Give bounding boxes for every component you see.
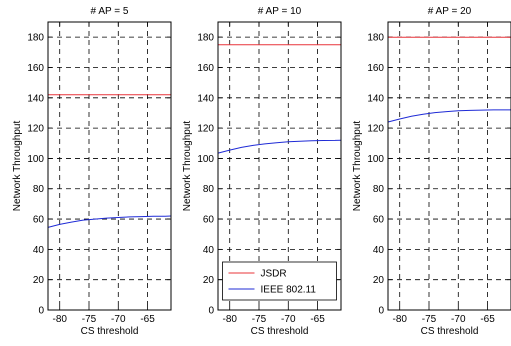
x-tick-label: -65 (480, 314, 495, 325)
y-tick-label: 0 (38, 306, 44, 317)
x-tick-label: -65 (140, 314, 155, 325)
y-axis-label: Network Throughput (182, 121, 193, 212)
x-axis-label: CS threshold (251, 326, 309, 337)
axes-frame (217, 21, 342, 311)
y-tick-label: 120 (197, 124, 214, 135)
subplot-title: # AP = 20 (428, 6, 472, 17)
y-tick-label: 0 (378, 306, 384, 317)
axes-frame (47, 21, 172, 311)
y-tick-label: 120 (27, 124, 44, 135)
y-tick-label: 100 (27, 154, 44, 165)
y-tick-label: 160 (367, 63, 384, 74)
y-tick-label: 160 (27, 63, 44, 74)
legend-label-ieee-802-11: IEEE 802.11 (261, 285, 317, 296)
y-tick-label: 100 (367, 154, 384, 165)
y-axis-label: Network Throughput (12, 121, 23, 212)
x-tick-label: -75 (252, 314, 267, 325)
legend-box (222, 261, 337, 301)
legend-label-jsdr: JSDR (261, 269, 287, 280)
x-tick-label: -80 (392, 314, 407, 325)
subplot-2: -80 -75 -70 -65 0 20 40 60 80 100 120 140 160 180 # AP… (182, 6, 342, 337)
y-tick-label: 0 (208, 306, 214, 317)
y-tick-label: 180 (197, 33, 214, 44)
y-tick-label: 140 (27, 93, 44, 104)
axes-frame (387, 21, 511, 311)
legend: JSDR IEEE 802.11 (222, 261, 337, 301)
x-tick-label: -80 (222, 314, 237, 325)
y-tick-label: 60 (373, 215, 385, 226)
y-tick-label: 60 (33, 215, 45, 226)
series-line-ieee-802-11 (47, 215, 172, 228)
y-tick-label: 40 (373, 245, 385, 256)
y-tick-label: 40 (203, 245, 215, 256)
y-tick-label: 100 (197, 154, 214, 165)
y-tick-label: 120 (367, 124, 384, 135)
x-tick-label: -75 (422, 314, 437, 325)
y-tick-label: 140 (367, 93, 384, 104)
y-tick-label: 20 (203, 275, 215, 286)
y-tick-label: 160 (197, 63, 214, 74)
series-line-ieee-802-11 (217, 139, 342, 154)
y-tick-label: 60 (203, 215, 215, 226)
x-tick-label: -70 (451, 314, 466, 325)
x-tick-label: -75 (82, 314, 97, 325)
y-tick-label: 180 (367, 33, 384, 44)
subplot-1: -80 -75 -70 -65 0 20 40 60 80 100 120 140 160 180 # AP… (12, 6, 172, 337)
subplot-title: # AP = 5 (91, 6, 129, 17)
subplot-title: # AP = 10 (258, 6, 302, 17)
x-tick-label: -80 (52, 314, 67, 325)
x-axis-label: CS threshold (421, 326, 479, 337)
x-tick-label: -70 (281, 314, 296, 325)
y-tick-label: 20 (373, 275, 385, 286)
plot-area (48, 22, 171, 310)
y-tick-label: 140 (197, 93, 214, 104)
x-tick-label: -65 (310, 314, 325, 325)
x-axis-label: CS threshold (81, 326, 139, 337)
y-tick-label: 80 (203, 184, 215, 195)
plot-area (388, 22, 511, 310)
y-tick-label: 80 (373, 184, 385, 195)
y-tick-label: 20 (33, 275, 45, 286)
y-tick-label: 180 (27, 33, 44, 44)
series-line-ieee-802-11 (387, 109, 511, 123)
subplot-3: -80 -75 -70 -65 0 20 40 60 80 100 120 140 160 180 # AP… (352, 6, 511, 337)
y-tick-label: 40 (33, 245, 45, 256)
x-tick-label: -70 (111, 314, 126, 325)
y-axis-label: Network Throughput (352, 121, 363, 212)
y-tick-label: 80 (33, 184, 45, 195)
